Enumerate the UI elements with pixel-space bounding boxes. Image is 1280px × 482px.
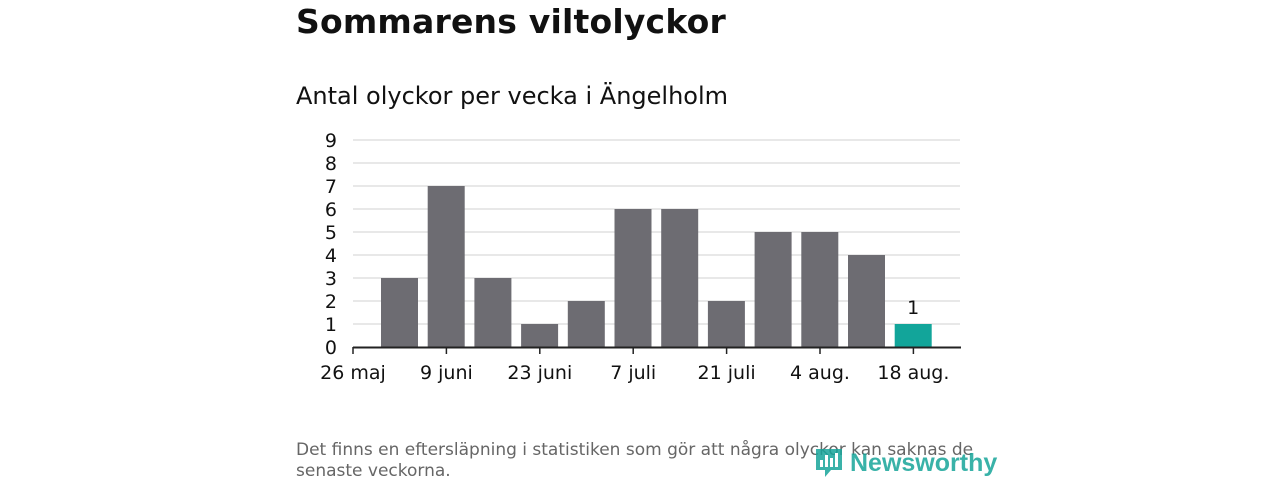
x-tick-label: 21 juli <box>698 362 756 384</box>
bar <box>474 278 512 347</box>
bar <box>521 324 559 347</box>
bar <box>754 232 792 347</box>
bar <box>661 209 699 347</box>
y-tick-label: 6 <box>325 199 337 221</box>
x-tick-label: 26 maj <box>320 362 386 384</box>
bar <box>848 255 885 347</box>
bar-value-label: 1 <box>907 297 919 319</box>
bar <box>801 232 839 347</box>
footnote: Det finns en eftersläpning i statistiken… <box>296 440 974 481</box>
y-tick-label: 7 <box>325 176 337 198</box>
bar <box>894 324 932 347</box>
bar <box>381 278 418 347</box>
bar-annotations: 1 <box>907 297 919 319</box>
newsworthy-logo: Newsworthy <box>814 446 997 480</box>
y-tick-label: 1 <box>325 314 337 336</box>
chart-title: Sommarens viltolyckor <box>296 2 726 41</box>
x-tick-label: 23 juni <box>507 362 572 384</box>
y-tick-label: 2 <box>325 291 337 313</box>
y-tick-label: 5 <box>325 222 337 244</box>
y-tick-label: 9 <box>325 130 337 152</box>
y-tick-label: 8 <box>325 153 337 175</box>
y-tick-label: 0 <box>325 337 337 359</box>
x-axis: 26 maj 9 juni 23 juni 7 juli 21 juli 4 aug. 18… <box>320 346 961 384</box>
bar <box>614 209 652 347</box>
bar <box>427 186 465 347</box>
x-tick-label: 9 juni <box>420 362 473 384</box>
x-tick-label: 4 aug. <box>790 362 850 384</box>
logo-text: Newsworthy <box>850 448 998 477</box>
newsworthy-logo-icon <box>816 449 842 477</box>
chart-subtitle: Antal olyckor per vecka i Ängelholm <box>296 82 729 110</box>
y-tick-label: 3 <box>325 268 337 290</box>
bars <box>381 186 932 347</box>
bar <box>567 301 605 347</box>
y-tick-label: 4 <box>325 245 337 267</box>
bar <box>707 301 745 347</box>
x-tick-label: 7 juli <box>610 362 656 384</box>
x-tick-label: 18 aug. <box>877 362 949 384</box>
